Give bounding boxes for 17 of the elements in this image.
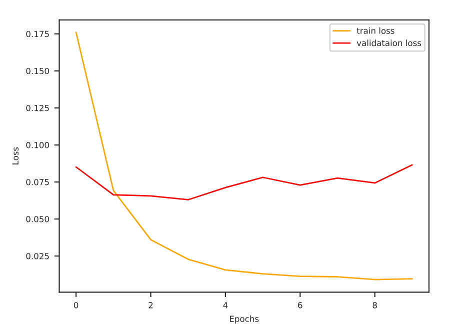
x-tick-label: 2 xyxy=(148,302,153,308)
y-tick-label: 0.100 xyxy=(26,142,49,148)
x-tick-label: 0 xyxy=(74,302,78,308)
y-tick-label: 0.175 xyxy=(26,30,49,38)
y-tick-label: 0.025 xyxy=(26,253,49,260)
x-tick-label: 4 xyxy=(223,302,228,308)
x-tick-label: 8 xyxy=(372,302,377,308)
y-tick-label: 0.125 xyxy=(26,104,49,112)
legend-label: validataion loss xyxy=(356,40,422,46)
y-tick-label: 0.150 xyxy=(26,68,49,74)
legend-label: train loss xyxy=(356,27,394,34)
y-tick-label: 0.050 xyxy=(26,216,49,222)
y-tick-label: 0.075 xyxy=(26,178,49,186)
line-series xyxy=(75,164,413,200)
x-tick-label: 6 xyxy=(298,302,302,308)
y-axis-title: Loss xyxy=(12,147,18,164)
x-axis-title: Epochs xyxy=(230,316,259,324)
